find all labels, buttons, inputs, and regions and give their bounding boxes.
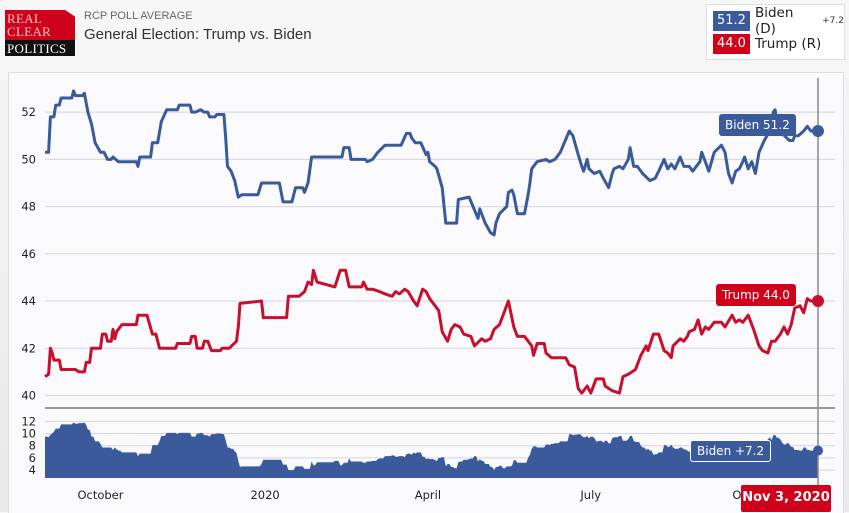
y-tick-label: 52	[21, 105, 36, 119]
y-tick-label: 42	[21, 341, 36, 355]
legend-name-biden: Biden (D)	[754, 5, 794, 37]
tooltip-spread: Biden +7.2	[690, 440, 772, 462]
spread-y-tick-label: 8	[29, 439, 36, 453]
x-tick-label: 2020	[250, 488, 279, 502]
spread-y-tick-label: 4	[29, 463, 36, 477]
chart-title: General Election: Trump vs. Biden	[84, 26, 312, 43]
end-marker-spread	[813, 445, 823, 456]
y-tick-label: 48	[21, 200, 36, 214]
x-tick-label: April	[415, 488, 441, 502]
spread-area	[45, 422, 818, 478]
logo-line-3: POLITICS	[7, 41, 67, 56]
end-marker-trump	[812, 295, 824, 308]
legend-value-biden: 51.2	[713, 11, 750, 31]
end-marker-biden	[812, 125, 824, 138]
logo-black-block	[5, 40, 75, 56]
legend-item-biden[interactable]: 51.2 Biden (D) +7.2	[713, 5, 844, 37]
tooltip-biden: Biden 51.2	[719, 114, 796, 136]
y-tick-label: 50	[21, 152, 36, 166]
series-layer	[44, 78, 824, 490]
legend-spread-biden: +7.2	[822, 16, 844, 26]
y-tick-label: 40	[21, 388, 36, 402]
logo-red-block	[5, 10, 75, 40]
x-tick-label: July	[579, 488, 601, 502]
x-axis-ticks: October2020AprilJulyOctober	[77, 488, 778, 502]
legend: 51.2 Biden (D) +7.2 44.0 Trump (R)	[706, 4, 845, 60]
legend-name-trump: Trump (R)	[754, 36, 822, 52]
series-line-biden	[45, 89, 818, 237]
tooltip-trump: Trump 44.0	[716, 284, 796, 306]
series-line-trump	[44, 268, 818, 395]
chart-subtitle: RCP POLL AVERAGE	[84, 10, 193, 22]
spread-y-tick-label: 6	[29, 451, 36, 465]
legend-value-trump: 44.0	[713, 34, 750, 54]
y-tick-label: 46	[21, 247, 36, 261]
spread-y-tick-label: 10	[21, 427, 36, 441]
rcp-logo[interactable]: REAL CLEAR POLITICS	[5, 10, 75, 56]
x-tick-label: October	[77, 488, 123, 502]
y-tick-label: 44	[21, 294, 36, 308]
current-date-label: Nov 3, 2020	[741, 485, 831, 512]
spread-y-tick-label: 12	[21, 414, 36, 428]
logo-line-1: REAL	[7, 11, 43, 26]
grid-lines	[45, 111, 835, 471]
logo-line-2: CLEAR	[7, 24, 52, 39]
legend-item-trump[interactable]: 44.0 Trump (R)	[713, 34, 821, 54]
